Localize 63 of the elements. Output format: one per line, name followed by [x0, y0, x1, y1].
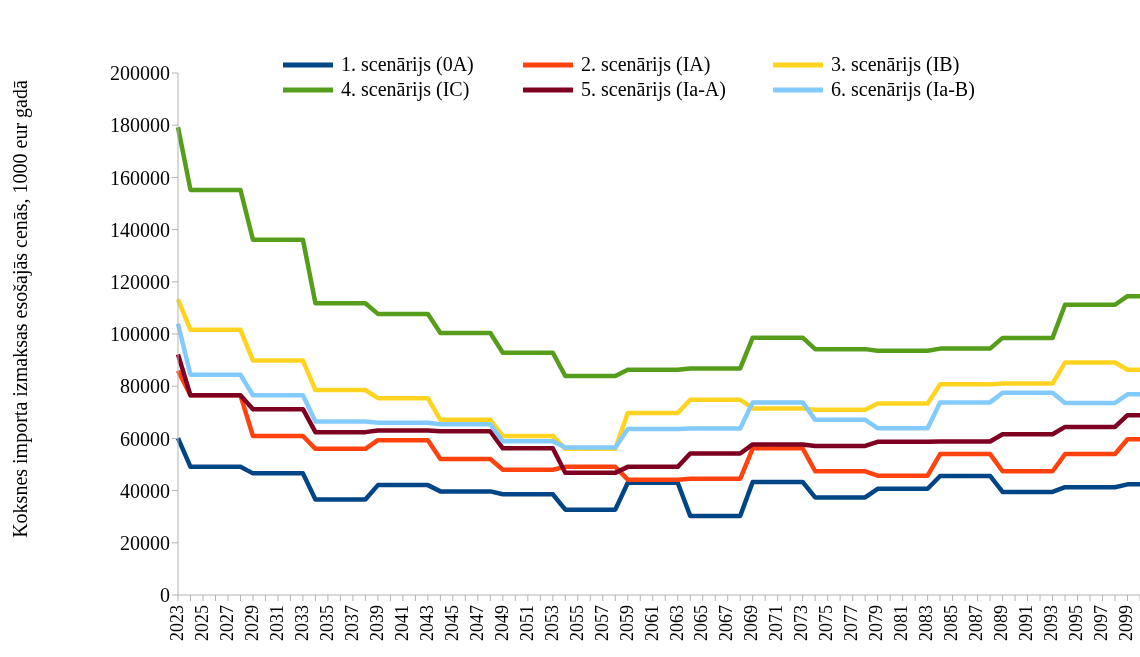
y-tick-label: 160000 [110, 166, 170, 189]
y-tick-label: 140000 [110, 218, 170, 241]
y-tick-label: 40000 [120, 479, 170, 502]
legend-label: 3. scenārijs (IB) [831, 53, 960, 76]
x-tick-label: 2095 [1066, 605, 1087, 641]
y-tick-label: 100000 [110, 323, 170, 346]
y-tick-label: 60000 [120, 427, 170, 450]
x-tick-label: 2059 [616, 605, 637, 641]
x-tick-label: 2057 [591, 605, 612, 641]
x-tick-label: 2065 [691, 605, 712, 641]
x-tick-label: 2077 [841, 605, 862, 641]
x-tick-label: 2035 [316, 605, 337, 641]
line-series [175, 321, 1140, 450]
x-tick-label: 2079 [866, 605, 887, 641]
x-tick-label: 2085 [941, 605, 962, 641]
x-tick-label: 2031 [266, 605, 287, 641]
x-tick-label: 2043 [416, 605, 437, 641]
line-series [175, 435, 1140, 519]
x-tick-label: 2061 [641, 605, 662, 641]
line-series [175, 297, 1140, 452]
y-tick-label: 120000 [110, 270, 170, 293]
x-tick-label: 2027 [216, 605, 237, 641]
legend-label: 6. scenārijs (Ia-B) [831, 78, 975, 101]
x-tick-label: 2023 [166, 605, 187, 641]
x-tick-label: 2055 [566, 605, 587, 641]
x-tick-label: 2083 [916, 605, 937, 641]
x-tick-label: 2099 [1116, 605, 1137, 641]
legend-label: 1. scenārijs (0A) [341, 53, 474, 76]
x-tick-label: 2069 [741, 605, 762, 641]
y-tick-label: 0 [160, 584, 170, 607]
y-tick-label: 180000 [110, 114, 170, 137]
y-tick-label: 200000 [110, 62, 170, 85]
x-tick-label: 2073 [791, 605, 812, 641]
x-tick-label: 2067 [716, 605, 737, 641]
x-tick-label: 2053 [541, 605, 562, 641]
x-tick-label: 2041 [391, 605, 412, 641]
x-tick-label: 2029 [241, 605, 262, 641]
x-tick-label: 2097 [1091, 605, 1112, 641]
x-tick-label: 2075 [816, 605, 837, 641]
x-tick-label: 2047 [466, 605, 487, 641]
x-tick-label: 2093 [1041, 605, 1062, 641]
legend-label: 2. scenārijs (IA) [581, 53, 711, 76]
x-tick-label: 2091 [1016, 605, 1037, 641]
y-tick-label: 20000 [120, 531, 170, 554]
legend-label: 4. scenārijs (IC) [341, 78, 470, 101]
x-tick-label: 2089 [991, 605, 1012, 641]
x-tick-label: 2087 [966, 605, 987, 641]
x-tick-label: 2051 [516, 605, 537, 641]
line-series [175, 352, 1140, 476]
x-tick-label: 2037 [341, 605, 362, 641]
x-tick-label: 2033 [291, 605, 312, 641]
x-tick-label: 2049 [491, 605, 512, 641]
x-tick-label: 2039 [366, 605, 387, 641]
y-tick-label: 80000 [120, 375, 170, 398]
x-tick-label: 2025 [191, 605, 212, 641]
line-series [175, 125, 1140, 379]
x-tick-label: 2045 [441, 605, 462, 641]
legend-label: 5. scenārijs (Ia-A) [581, 78, 726, 101]
line-series [175, 368, 1140, 482]
x-tick-label: 2071 [766, 605, 787, 641]
x-tick-label: 2063 [666, 605, 687, 641]
x-tick-label: 2081 [891, 605, 912, 641]
y-axis-title: Koksnes importa izmaksas esošajās cenās, 1000 eur gadā [9, 79, 31, 540]
